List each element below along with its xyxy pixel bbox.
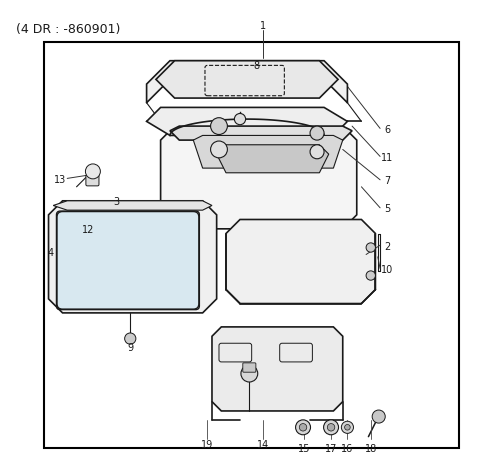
Polygon shape bbox=[146, 61, 348, 103]
Text: 17: 17 bbox=[325, 444, 337, 454]
Text: 3: 3 bbox=[113, 197, 120, 207]
Polygon shape bbox=[161, 126, 357, 229]
Polygon shape bbox=[216, 145, 329, 173]
Polygon shape bbox=[156, 61, 338, 98]
Text: 5: 5 bbox=[384, 204, 390, 214]
Polygon shape bbox=[146, 107, 348, 135]
Text: 8: 8 bbox=[253, 61, 259, 71]
Circle shape bbox=[85, 164, 100, 179]
Text: 10: 10 bbox=[381, 265, 393, 275]
Circle shape bbox=[345, 425, 350, 430]
Text: 9: 9 bbox=[127, 343, 133, 353]
Text: 6: 6 bbox=[384, 125, 390, 135]
Circle shape bbox=[366, 243, 375, 252]
Text: 2: 2 bbox=[384, 241, 390, 252]
Text: 15: 15 bbox=[298, 444, 311, 454]
Bar bbox=[44, 42, 459, 448]
Circle shape bbox=[324, 420, 338, 435]
Circle shape bbox=[234, 113, 246, 125]
Circle shape bbox=[300, 424, 307, 431]
FancyBboxPatch shape bbox=[57, 212, 199, 309]
Text: 7: 7 bbox=[384, 176, 390, 186]
Text: 11: 11 bbox=[381, 153, 393, 163]
Text: 13: 13 bbox=[54, 175, 66, 185]
FancyBboxPatch shape bbox=[243, 363, 256, 372]
Text: 18: 18 bbox=[365, 444, 377, 454]
FancyBboxPatch shape bbox=[86, 175, 99, 186]
Circle shape bbox=[366, 271, 375, 280]
Text: 4: 4 bbox=[48, 248, 54, 258]
Text: 16: 16 bbox=[341, 444, 354, 454]
Text: 1: 1 bbox=[260, 21, 266, 31]
Circle shape bbox=[341, 421, 353, 433]
Text: (4 DR : -860901): (4 DR : -860901) bbox=[16, 23, 120, 36]
Circle shape bbox=[327, 424, 335, 431]
Circle shape bbox=[310, 126, 324, 140]
Circle shape bbox=[211, 118, 228, 134]
Text: 12: 12 bbox=[82, 225, 95, 235]
Circle shape bbox=[310, 145, 324, 159]
Circle shape bbox=[211, 141, 228, 158]
Circle shape bbox=[372, 410, 385, 423]
Polygon shape bbox=[53, 201, 212, 210]
Text: 19: 19 bbox=[201, 439, 214, 450]
Text: 14: 14 bbox=[257, 439, 269, 450]
Circle shape bbox=[241, 365, 258, 382]
Polygon shape bbox=[193, 135, 343, 168]
Polygon shape bbox=[48, 201, 216, 313]
Circle shape bbox=[296, 420, 311, 435]
Circle shape bbox=[125, 333, 136, 344]
Polygon shape bbox=[212, 327, 343, 411]
Polygon shape bbox=[170, 126, 352, 140]
Polygon shape bbox=[226, 219, 375, 304]
